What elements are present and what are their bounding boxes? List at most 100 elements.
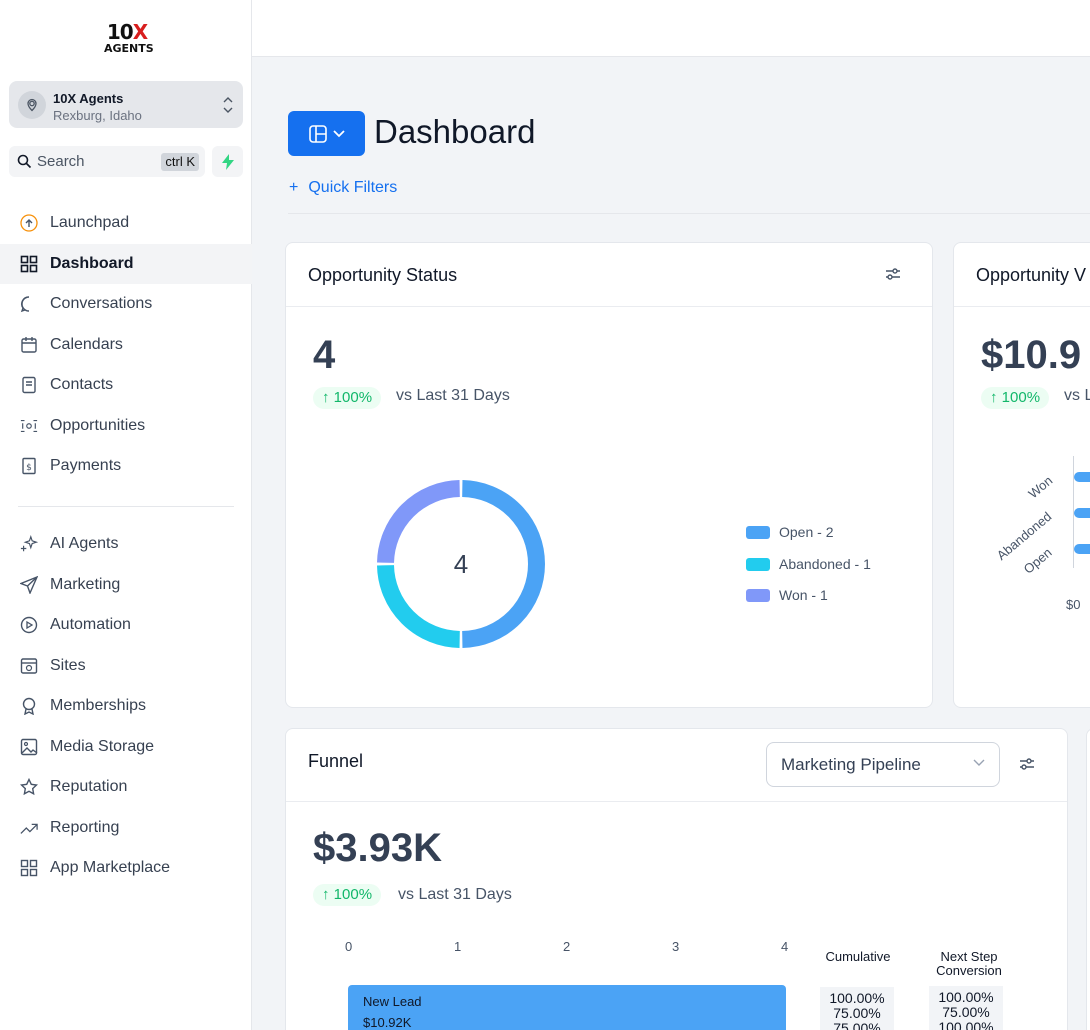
axis-label-won: Won — [1024, 472, 1055, 502]
sidebar-item-media-storage[interactable]: Media Storage — [0, 727, 252, 767]
axis-tick: 3 — [672, 939, 680, 954]
axis-tick: 1 — [454, 939, 462, 954]
donut-slice-open[interactable] — [461, 480, 545, 648]
quick-action-button[interactable] — [212, 146, 243, 177]
donut-slice-abandoned[interactable] — [377, 564, 461, 648]
account-switcher[interactable]: 10X Agents Rexburg, Idaho — [9, 81, 243, 128]
lightning-icon — [221, 153, 234, 170]
quick-filters-button[interactable]: + Quick Filters — [289, 179, 398, 196]
sidebar-item-label: Reputation — [50, 778, 128, 795]
sidebar-item-dashboard[interactable]: Dashboard — [0, 243, 252, 284]
payments-icon: $ — [20, 457, 38, 475]
location-pin-icon — [18, 91, 46, 119]
chevron-up-down-icon — [223, 97, 233, 113]
sidebar-item-marketing[interactable]: Marketing — [0, 565, 252, 605]
apps-grid-icon — [20, 859, 38, 877]
stage-name: New Lead — [363, 994, 422, 1009]
launchpad-icon — [20, 214, 38, 232]
filter-settings-icon[interactable] — [885, 267, 901, 281]
sidebar-item-ai-agents[interactable]: AI Agents — [0, 524, 252, 564]
plus-icon: + — [289, 179, 299, 196]
axis-line — [1073, 456, 1074, 568]
header-divider — [288, 213, 1090, 214]
clipped-card — [1086, 728, 1090, 1030]
sidebar-item-label: Launchpad — [50, 214, 130, 231]
chevron-down-icon — [973, 759, 985, 766]
sidebar-item-reporting[interactable]: Reporting — [0, 808, 252, 848]
donut-slice-won[interactable] — [377, 480, 461, 564]
sparkle-icon — [20, 535, 38, 553]
filter-settings-icon[interactable] — [1019, 757, 1035, 771]
sidebar-divider — [18, 506, 234, 507]
account-name: 10X Agents — [53, 91, 124, 106]
sidebar-item-label: Marketing — [50, 575, 121, 593]
star-icon — [20, 778, 38, 796]
cumulative-values: 100.00% 75.00% 75.00% — [820, 987, 894, 1030]
funnel-card: Funnel Marketing Pipeline $3.93K ↑ 100% … — [285, 728, 1068, 1030]
sidebar-item-sites[interactable]: Sites — [0, 646, 252, 686]
arrow-up-icon: ↑ — [990, 389, 1002, 406]
change-badge: ↑ 100% — [981, 387, 1050, 409]
sidebar-item-label: App Marketplace — [50, 859, 171, 876]
card-divider — [954, 306, 1090, 307]
search-input[interactable]: Search ctrl K — [9, 146, 205, 177]
sidebar-item-conversations[interactable]: Conversations — [0, 284, 252, 324]
bar-abandoned — [1074, 508, 1090, 518]
chevron-down-icon — [332, 129, 345, 137]
legend-item-won[interactable]: Won - 1 — [746, 587, 828, 603]
pipeline-select-value: Marketing Pipeline — [781, 755, 921, 774]
axis-tick: 2 — [563, 939, 571, 954]
axis-tick: 0 — [345, 939, 353, 954]
legend-item-abandoned[interactable]: Abandoned - 1 — [746, 556, 871, 572]
sidebar-item-memberships[interactable]: Memberships — [0, 686, 252, 726]
pipeline-select[interactable]: Marketing Pipeline — [766, 742, 1000, 787]
donut-center-value: 4 — [453, 549, 469, 579]
image-icon — [20, 738, 38, 756]
sidebar-item-label: Automation — [50, 616, 131, 633]
legend-swatch — [746, 557, 770, 571]
automation-icon — [20, 616, 38, 634]
arrow-up-icon: ↑ — [322, 389, 334, 406]
sidebar-item-label: Contacts — [50, 376, 114, 393]
legend-item-open[interactable]: Open - 2 — [746, 524, 833, 540]
card-title: Opportunity V — [976, 265, 1087, 285]
top-bar — [252, 0, 1090, 57]
opportunity-status-card: Opportunity Status 4 ↑ 100% vs Last 31 D… — [285, 242, 933, 708]
badge-icon — [20, 697, 38, 715]
legend-swatch — [746, 525, 770, 539]
opportunity-donut-chart — [377, 480, 545, 648]
sidebar-item-calendars[interactable]: Calendars — [0, 325, 252, 365]
account-location: Rexburg, Idaho — [53, 108, 142, 123]
sidebar: 10X AGENTS 10X Agents Rexburg, Idaho Sea… — [0, 0, 252, 1030]
sidebar-item-label: Reporting — [50, 818, 120, 836]
axis-tick: 4 — [781, 939, 789, 954]
sidebar-item-label: AI Agents — [50, 535, 119, 552]
chat-bubble-icon — [20, 295, 38, 313]
sidebar-item-label: Opportunities — [50, 416, 146, 434]
change-badge: ↑ 100% — [313, 387, 382, 409]
send-icon — [20, 575, 38, 594]
sites-icon — [20, 657, 38, 675]
change-badge: ↑ 100% — [313, 884, 382, 906]
sidebar-item-label: Conversations — [50, 295, 153, 312]
sidebar-item-reputation[interactable]: Reputation — [0, 767, 252, 807]
search-icon — [17, 154, 32, 169]
card-divider — [286, 801, 1067, 802]
sidebar-item-contacts[interactable]: Contacts — [0, 365, 252, 405]
sidebar-item-label: Sites — [50, 656, 86, 674]
calendar-icon — [20, 336, 38, 354]
sidebar-item-opportunities[interactable]: Opportunities — [0, 406, 252, 446]
sidebar-item-app-marketplace[interactable]: App Marketplace — [0, 848, 252, 888]
sidebar-item-label: Dashboard — [50, 254, 134, 272]
search-placeholder: Search — [37, 153, 85, 170]
trend-icon — [20, 819, 38, 837]
opportunity-value-card: Opportunity V $10.9 ↑ 100% vs L Won Aban… — [953, 242, 1090, 708]
sidebar-item-launchpad[interactable]: Launchpad — [0, 203, 252, 243]
brand-logo[interactable]: 10X AGENTS — [104, 20, 154, 55]
sidebar-item-automation[interactable]: Automation — [0, 605, 252, 645]
funnel-stage-new-lead[interactable]: New Lead $10.92K — [348, 985, 786, 1030]
svg-text:$: $ — [26, 463, 32, 473]
sidebar-item-payments[interactable]: $ Payments — [0, 446, 252, 486]
stage-value: $10.92K — [363, 1015, 412, 1030]
dashboard-switcher-button[interactable] — [288, 111, 365, 156]
